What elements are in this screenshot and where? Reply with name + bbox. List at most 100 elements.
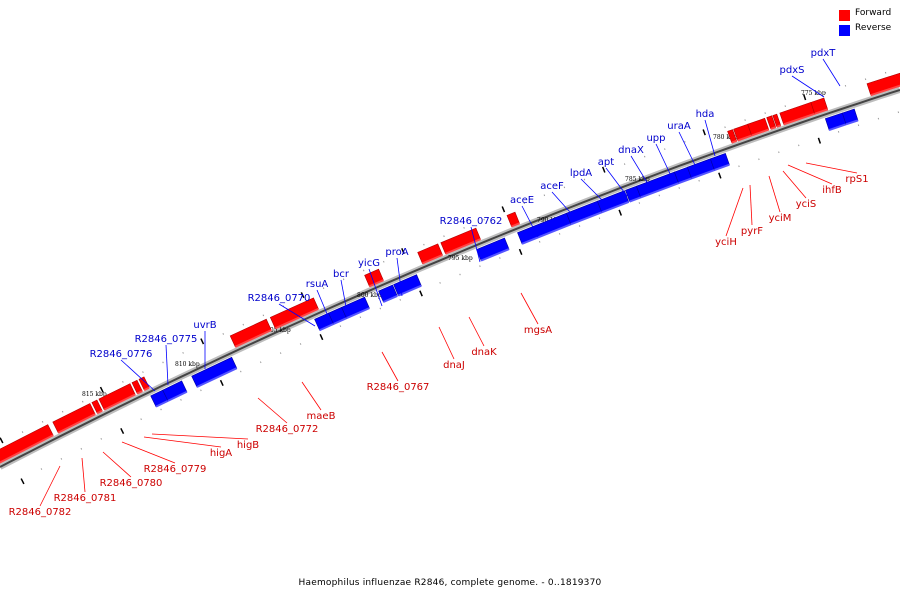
label-leader-line	[438, 326, 455, 360]
gene-label-hda: hda	[696, 109, 715, 120]
gene-highlight	[845, 119, 859, 126]
gene-highlight	[136, 390, 143, 395]
gene-highlight	[143, 386, 150, 392]
label-leader-line	[520, 292, 539, 325]
tick-below	[463, 226, 465, 229]
gene-highlight	[382, 295, 398, 303]
tick-above	[578, 225, 581, 227]
gene-highlight	[422, 254, 443, 265]
label-leader-line	[787, 164, 833, 185]
gene-proA[interactable]	[393, 274, 422, 296]
scale-tick-label: 800 kbp	[357, 292, 382, 299]
gene-highlight	[731, 139, 737, 144]
gene-highlight	[714, 163, 730, 172]
label-leader-line	[381, 351, 399, 382]
label-leader-line	[81, 457, 86, 493]
scale-tick-label: 780 kbp	[713, 134, 738, 141]
label-leader-line	[151, 433, 249, 440]
tick-below	[563, 186, 566, 189]
gene-label-uraA: uraA	[667, 121, 691, 132]
gene-label-dnaK: dnaK	[471, 347, 497, 358]
tick-above	[299, 343, 302, 345]
label-leader-line	[805, 162, 858, 174]
tick-above	[618, 209, 623, 216]
tick-below	[122, 381, 124, 383]
gene-label-yciS: yciS	[796, 199, 817, 210]
gene-label-R2846_0762: R2846_0762	[440, 216, 503, 227]
tick-above	[479, 265, 481, 268]
tick-above	[419, 290, 423, 297]
gene-label-pdxS: pdxS	[780, 65, 805, 76]
tick-below	[664, 148, 666, 150]
tick-above	[817, 137, 822, 144]
gene-label-rsuA: rsuA	[306, 279, 329, 290]
gene-lpdA[interactable]	[597, 190, 630, 213]
gene-highlight	[480, 248, 510, 262]
tick-below	[724, 126, 726, 129]
gene-label-yicG: yicG	[358, 258, 380, 269]
gene-highlight	[234, 329, 272, 348]
tick-above	[339, 325, 342, 327]
gene-label-higA: higA	[210, 448, 232, 459]
genome-backbone	[0, 88, 900, 468]
gene-highlight	[96, 409, 103, 415]
backbone-shadow	[0, 87, 900, 470]
gene-highlight	[814, 108, 829, 115]
tick-below	[162, 361, 164, 364]
gene-label-R2846_0782: R2846_0782	[9, 507, 72, 518]
tick-above	[359, 316, 362, 319]
gene-highlight	[737, 134, 753, 142]
tick-above	[678, 187, 680, 189]
scale-tick-label: 810 kbp	[175, 361, 200, 368]
label-leader-line	[257, 397, 288, 424]
gene-highlight	[751, 128, 770, 137]
gene-label-lpdA: lpdA	[570, 168, 592, 179]
tick-above	[718, 172, 722, 179]
gene-label-higB: higB	[237, 440, 259, 451]
tick-above	[120, 427, 125, 435]
tick-above	[319, 334, 324, 341]
tick-above	[100, 437, 103, 440]
label-leader-line	[822, 58, 841, 87]
gene-label-uvrB: uvrB	[193, 320, 216, 331]
tick-above	[558, 232, 561, 235]
tick-below	[702, 129, 706, 136]
tick-below	[0, 437, 4, 444]
gene-label-maeB: maeB	[307, 411, 336, 422]
tick-above	[698, 179, 700, 182]
tick-below	[142, 371, 144, 374]
tick-below	[21, 431, 24, 433]
gene-highlight	[103, 393, 136, 411]
gene-label-mgsA: mgsA	[524, 325, 552, 336]
label-leader-line	[725, 187, 744, 237]
label-leader-line	[521, 205, 539, 238]
gene-highlight	[333, 317, 347, 325]
tick-below	[601, 166, 606, 173]
gene-highlight	[570, 211, 603, 226]
tick-below	[182, 351, 184, 354]
gene-highlight	[397, 284, 422, 297]
tick-below	[242, 323, 245, 326]
gene-highlight	[346, 307, 370, 320]
gene-highlight	[870, 84, 900, 97]
label-leader-line	[301, 381, 322, 411]
label-leader-line	[120, 359, 156, 392]
gene-highlight	[783, 112, 816, 126]
label-leader-line	[655, 143, 674, 181]
tick-above	[200, 389, 202, 392]
tick-below	[81, 400, 84, 403]
tick-above	[499, 257, 501, 259]
gene-uvrB[interactable]	[191, 356, 238, 388]
tick-above	[638, 202, 641, 204]
scale-tick-label: 795 kbp	[448, 255, 473, 262]
tick-below	[262, 314, 265, 317]
tick-below	[362, 269, 365, 272]
label-leader-line	[316, 289, 331, 322]
label-leader-line	[630, 155, 649, 185]
gene-label-R2846_0781: R2846_0781	[54, 493, 117, 504]
gene-label-R2846_0770: R2846_0770	[248, 293, 311, 304]
tick-above	[160, 408, 162, 411]
genome-caption: Haemophilus influenzae R2846, complete g…	[298, 578, 602, 588]
gene-label-pdxT: pdxT	[811, 48, 837, 59]
